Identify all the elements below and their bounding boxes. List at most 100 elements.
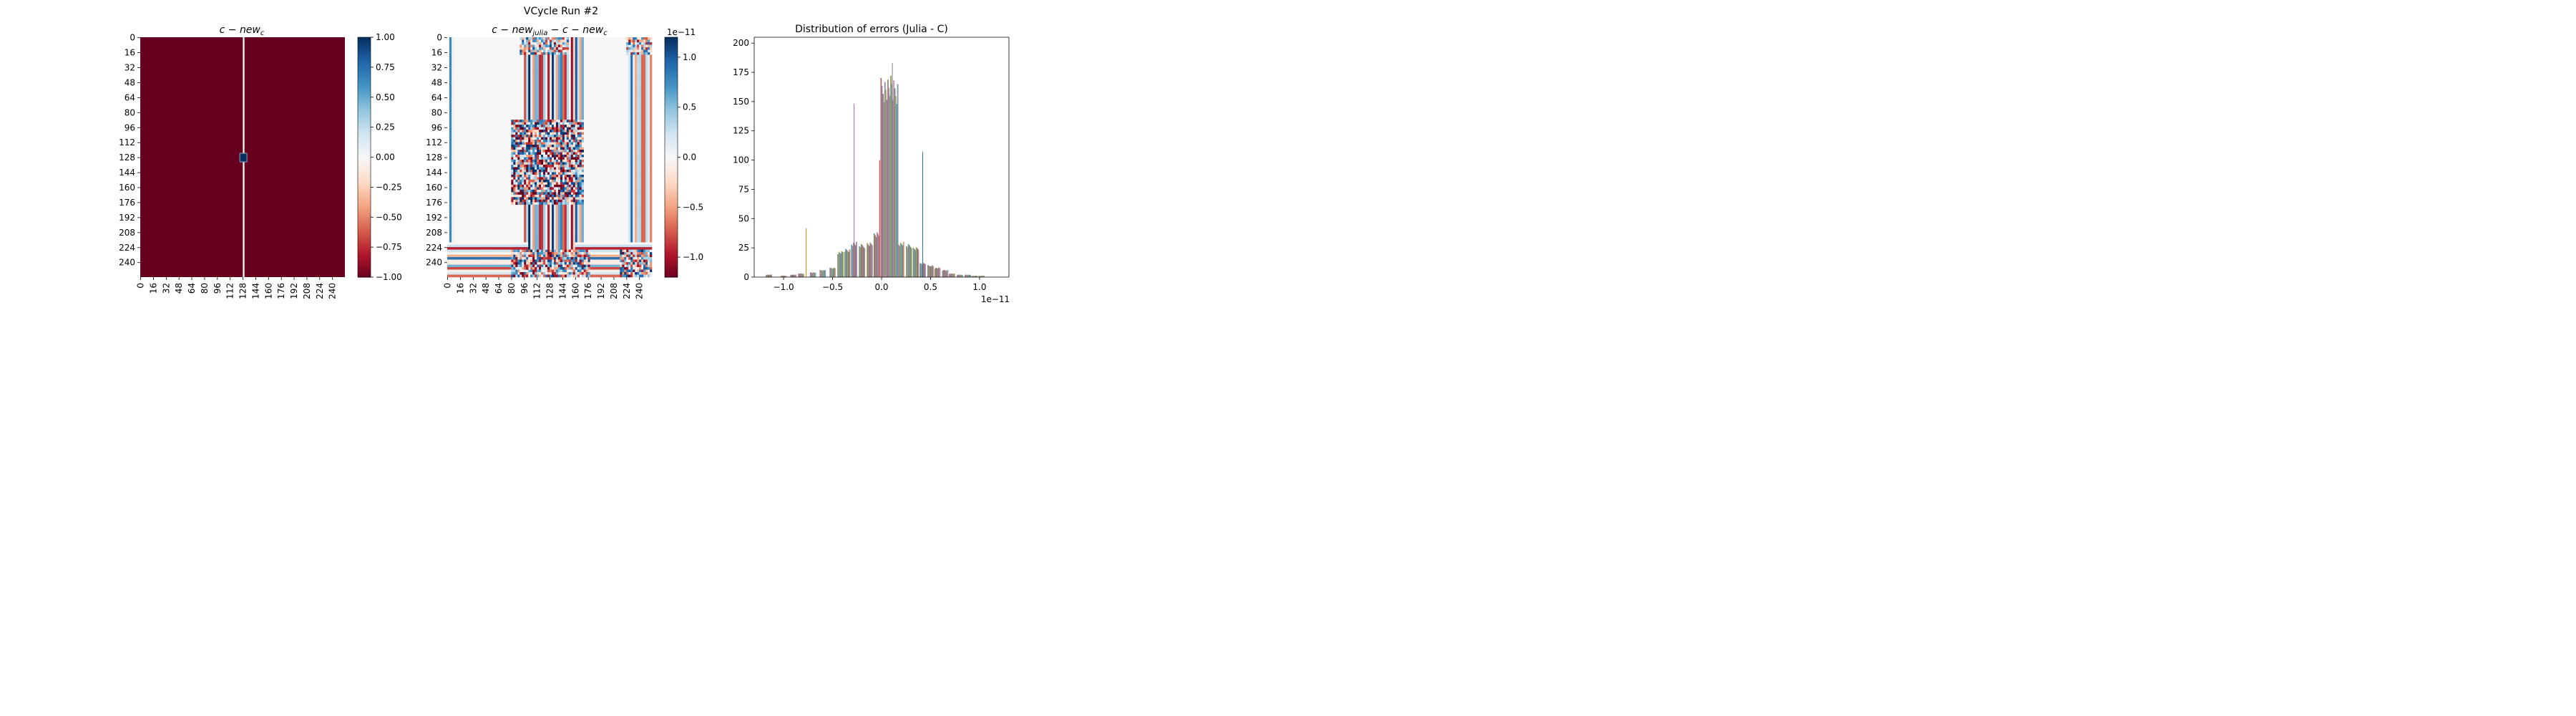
heatmap2-cell <box>577 127 580 130</box>
heatmap2-cell <box>530 74 533 78</box>
heatmap2-cell <box>566 244 570 248</box>
heatmap2-cell <box>564 100 567 103</box>
heatmap2-cell <box>572 37 576 40</box>
heatmap2-cell <box>628 79 631 83</box>
heatmap2-cell <box>628 82 631 85</box>
heatmap2-cell <box>650 72 653 75</box>
heatmap2-cell <box>648 122 650 125</box>
heatmap2-cell <box>564 229 567 233</box>
heatmap2-cell <box>570 214 574 218</box>
heatmap2-cell <box>562 152 565 155</box>
colorbar2-segment <box>665 193 678 196</box>
heatmap2-cell <box>639 202 642 205</box>
heatmap2-cell <box>447 269 450 273</box>
heatmap2-cell <box>451 74 454 78</box>
heatmap2-cell <box>572 69 576 73</box>
heatmap2-cell <box>474 257 478 260</box>
heatmap2-cell <box>628 142 631 145</box>
heatmap2-cell <box>572 97 576 100</box>
heatmap2-cell <box>537 192 540 195</box>
heatmap2-cell <box>633 105 635 108</box>
heatmap2-cell <box>526 212 529 216</box>
heatmap2-cell <box>451 187 454 190</box>
heatmap2-cell <box>628 197 631 200</box>
heatmap2-cell <box>560 64 563 68</box>
heatmap2-cell <box>635 125 638 127</box>
heatmap2-cell <box>539 125 542 127</box>
heatmap2-cell <box>530 257 533 260</box>
heatmap2-cell <box>575 174 578 178</box>
heatmap2-cell <box>579 47 582 50</box>
heatmap2-cell <box>528 150 531 153</box>
heatmap2-cell <box>635 57 638 60</box>
heatmap2-cell <box>557 147 561 150</box>
heatmap2-cell <box>643 239 646 243</box>
heatmap2-cell <box>641 214 644 218</box>
heatmap2-cell <box>637 100 640 103</box>
heatmap2-cell <box>496 257 499 260</box>
heatmap2-cell <box>577 199 580 203</box>
heatmap2-cell <box>526 259 529 263</box>
heatmap2-cell <box>526 147 529 150</box>
heatmap2-cell <box>532 199 535 203</box>
heatmap2-cell <box>535 267 537 270</box>
heatmap2-cell <box>564 239 567 243</box>
heatmap2-cell <box>579 172 582 175</box>
heatmap2-cell <box>451 112 454 115</box>
heatmap2-cell <box>532 187 535 190</box>
heatmap2-cell <box>532 192 535 195</box>
heatmap2-cell <box>622 257 625 260</box>
heatmap2-cell <box>551 197 555 200</box>
heatmap2-cell <box>650 162 653 165</box>
heatmap2-cell <box>539 214 542 218</box>
heatmap2-cell <box>570 64 574 68</box>
heatmap2-cell <box>537 102 540 105</box>
heatmap2-cell <box>557 117 561 120</box>
heatmap2-cell <box>575 264 578 268</box>
heatmap2-cell <box>630 264 633 268</box>
heatmap2-cell <box>583 252 586 255</box>
heatmap2-cell <box>455 262 459 265</box>
heatmap2-cell <box>541 39 544 43</box>
heatmap2-cell <box>564 92 567 95</box>
heatmap2-cell <box>535 69 537 73</box>
heatmap2-cell <box>635 219 638 223</box>
heatmap2-cell <box>530 112 533 115</box>
heatmap2-cell <box>551 242 555 245</box>
heatmap2-cell <box>530 150 533 153</box>
heatmap2-cell <box>557 79 561 83</box>
heatmap2-cell <box>570 179 574 183</box>
heatmap2-cell <box>570 47 574 50</box>
heatmap2-cell <box>504 254 507 258</box>
heatmap2-cell <box>639 42 642 45</box>
heatmap2-cell <box>537 157 540 160</box>
heatmap2-cell <box>639 132 642 135</box>
heatmap2-cell <box>541 44 544 48</box>
heatmap2-cell <box>633 39 635 43</box>
heatmap2-cell <box>528 100 531 103</box>
heatmap2-cell <box>570 82 574 85</box>
heatmap2-cell <box>650 259 653 263</box>
heatmap2-cell <box>541 217 544 221</box>
heatmap2-cell <box>532 264 535 268</box>
heatmap2-cell <box>526 87 529 90</box>
colorbar1-segment <box>358 177 371 180</box>
heatmap2-cell <box>577 222 580 226</box>
colorbar1-segment <box>358 243 371 246</box>
heatmap2-cell <box>530 47 533 50</box>
heatmap2-cell <box>541 105 544 108</box>
heatmap2-cell <box>526 172 529 175</box>
heatmap2-cell <box>570 257 574 260</box>
heatmap2-cell <box>560 209 563 213</box>
heatmap2-cell <box>572 44 576 48</box>
heatmap2-cell <box>637 74 640 78</box>
heatmap2-cell <box>581 272 584 275</box>
heatmap2-cell <box>451 267 454 270</box>
heatmap2-cell <box>562 64 565 68</box>
heatmap2-ytick-label: 176 <box>426 198 442 208</box>
heatmap2-cell <box>545 122 548 125</box>
heatmap2-cell <box>528 39 531 43</box>
heatmap2-cell <box>541 219 544 223</box>
colorbar1-segment <box>358 89 371 92</box>
colorbar1-segment <box>358 263 371 266</box>
